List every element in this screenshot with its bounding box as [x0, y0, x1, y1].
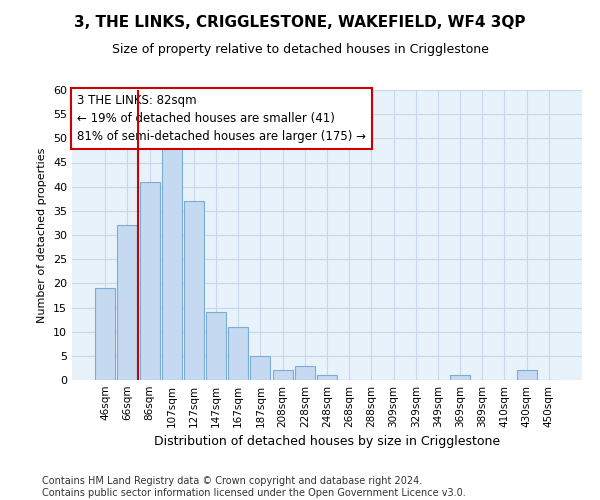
Y-axis label: Number of detached properties: Number of detached properties	[37, 148, 47, 322]
X-axis label: Distribution of detached houses by size in Crigglestone: Distribution of detached houses by size …	[154, 436, 500, 448]
Text: Contains HM Land Registry data © Crown copyright and database right 2024.
Contai: Contains HM Land Registry data © Crown c…	[42, 476, 466, 498]
Bar	[140, 182, 160, 380]
Text: Size of property relative to detached houses in Crigglestone: Size of property relative to detached ho…	[112, 42, 488, 56]
Bar	[95, 288, 115, 380]
Bar	[517, 370, 536, 380]
Bar	[206, 312, 226, 380]
Bar	[184, 201, 204, 380]
Text: 3 THE LINKS: 82sqm
← 19% of detached houses are smaller (41)
81% of semi-detache: 3 THE LINKS: 82sqm ← 19% of detached hou…	[77, 94, 366, 144]
Bar	[250, 356, 271, 380]
Bar	[162, 143, 182, 380]
Bar	[295, 366, 315, 380]
Bar	[450, 375, 470, 380]
Bar	[272, 370, 293, 380]
Bar	[228, 327, 248, 380]
Bar	[317, 375, 337, 380]
Bar	[118, 226, 137, 380]
Text: 3, THE LINKS, CRIGGLESTONE, WAKEFIELD, WF4 3QP: 3, THE LINKS, CRIGGLESTONE, WAKEFIELD, W…	[74, 15, 526, 30]
